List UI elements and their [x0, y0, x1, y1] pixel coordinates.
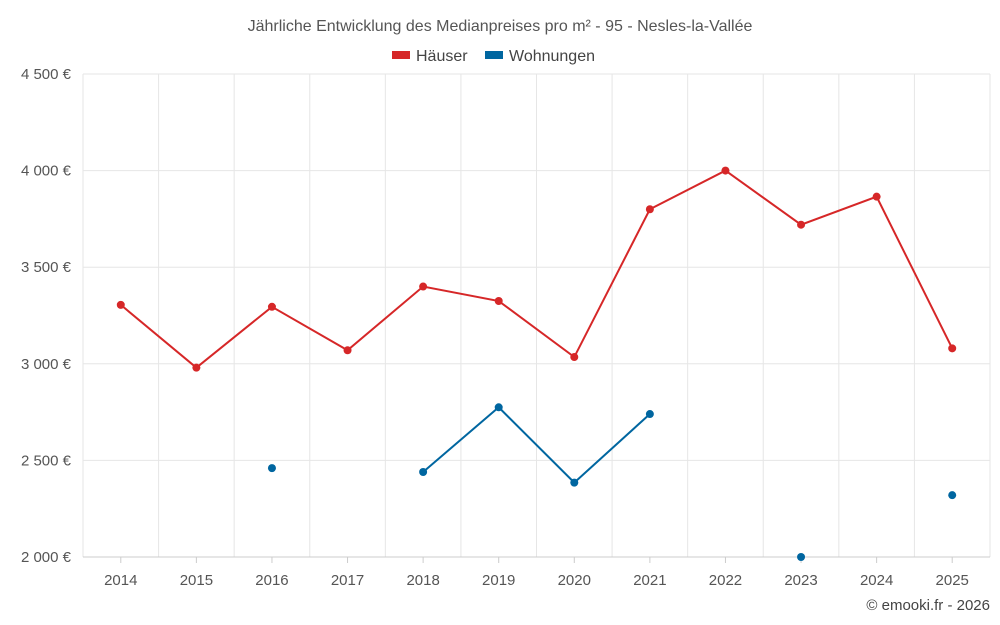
data-point-haeuser-2017[interactable] [343, 346, 352, 355]
x-tick-label: 2016 [255, 572, 288, 589]
series-wohnungen [267, 403, 957, 561]
axes: 2 000 € 2 500 € 3 000 € 3 500 € 4 000 € 4 500… [21, 66, 990, 589]
series-line-wohnungen [422, 405, 651, 484]
data-point-wohnungen-2025[interactable] [948, 491, 957, 500]
data-point-haeuser-2022[interactable] [721, 166, 730, 175]
y-tick-label: 2 000 € [21, 549, 72, 566]
data-point-wohnungen-2021[interactable] [645, 410, 654, 419]
series-line-haeuser [120, 169, 954, 369]
data-point-haeuser-2024[interactable] [872, 192, 881, 201]
data-point-haeuser-2018[interactable] [419, 282, 428, 291]
data-point-haeuser-2015[interactable] [192, 363, 201, 372]
legend-label-wohnungen[interactable]: Wohnungen [509, 48, 595, 65]
x-tick-label: 2022 [709, 572, 742, 589]
x-tick-label: 2025 [936, 572, 969, 589]
x-tick-label: 2018 [406, 572, 439, 589]
data-point-haeuser-2019[interactable] [494, 297, 503, 306]
data-point-haeuser-2014[interactable] [116, 300, 125, 309]
x-tick-label: 2019 [482, 572, 515, 589]
y-tick-label: 3 000 € [21, 356, 72, 373]
legend[interactable]: Häuser Wohnungen [392, 48, 595, 65]
y-tick-label: 4 000 € [21, 163, 72, 180]
x-tick-label: 2024 [860, 572, 893, 589]
data-point-haeuser-2023[interactable] [797, 220, 806, 229]
credit-text: © emooki.fr - 2026 [866, 597, 990, 614]
y-tick-label: 4 500 € [21, 66, 72, 83]
series-haeuser [116, 166, 957, 372]
x-tick-label: 2014 [104, 572, 137, 589]
x-tick-label: 2021 [633, 572, 666, 589]
y-tick-label: 2 500 € [21, 452, 72, 469]
data-point-wohnungen-2016[interactable] [267, 464, 276, 473]
legend-swatch-wohnungen [485, 51, 503, 59]
legend-label-haeuser[interactable]: Häuser [416, 48, 468, 65]
data-point-haeuser-2021[interactable] [645, 205, 654, 214]
legend-swatch-haeuser [392, 51, 410, 59]
data-point-wohnungen-2019[interactable] [494, 403, 503, 412]
data-point-haeuser-2020[interactable] [570, 353, 579, 362]
data-point-wohnungen-2020[interactable] [570, 478, 579, 487]
x-tick-label: 2017 [331, 572, 364, 589]
grid [82, 73, 991, 558]
y-tick-label: 3 500 € [21, 259, 72, 276]
x-tick-label: 2015 [180, 572, 213, 589]
data-point-haeuser-2016[interactable] [267, 302, 276, 311]
data-point-haeuser-2025[interactable] [948, 344, 957, 353]
x-tick-label: 2023 [784, 572, 817, 589]
x-tick-label: 2020 [558, 572, 591, 589]
data-point-wohnungen-2023[interactable] [797, 553, 806, 561]
chart-title: Jährliche Entwicklung des Medianpreises … [248, 18, 753, 35]
series [116, 166, 957, 561]
data-point-wohnungen-2018[interactable] [419, 467, 428, 476]
